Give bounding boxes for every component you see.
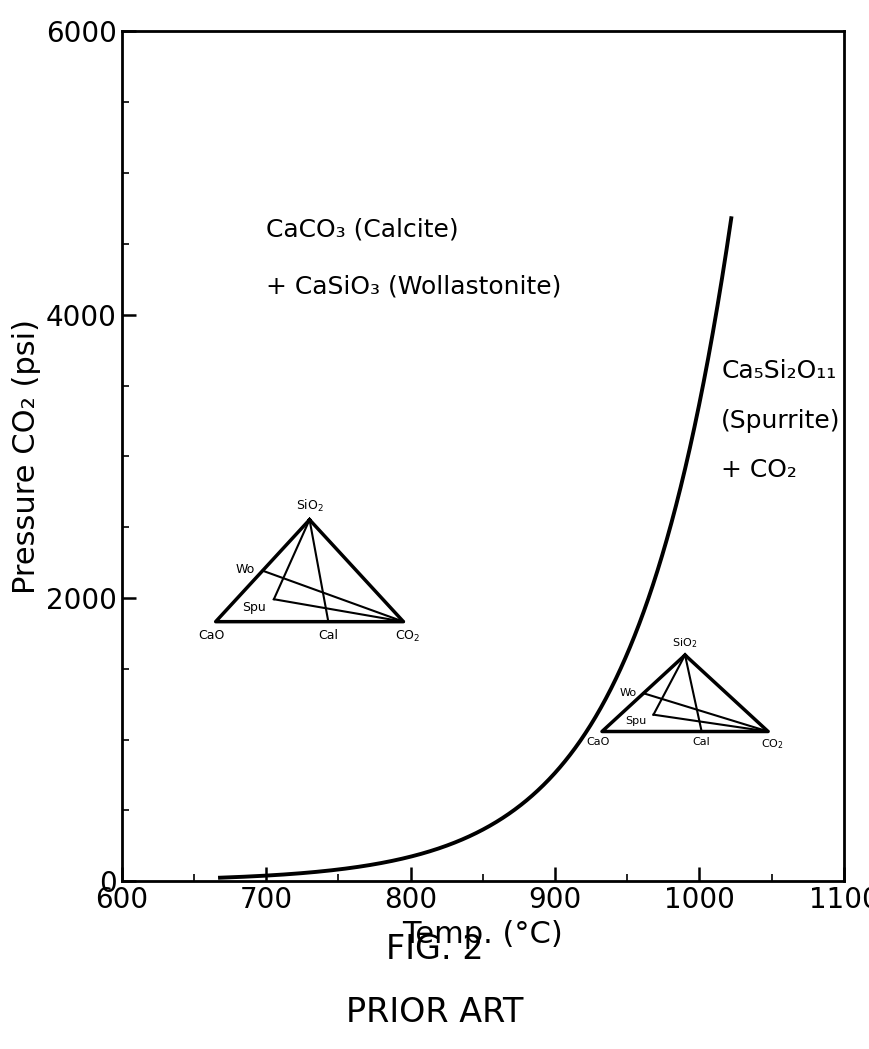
Text: Spu: Spu bbox=[625, 716, 646, 726]
Text: PRIOR ART: PRIOR ART bbox=[346, 996, 523, 1029]
Text: CaO: CaO bbox=[586, 736, 609, 747]
Text: (Spurrite): (Spurrite) bbox=[720, 409, 839, 433]
Text: + CaSiO₃ (Wollastonite): + CaSiO₃ (Wollastonite) bbox=[266, 275, 561, 298]
Text: Wo: Wo bbox=[619, 687, 636, 698]
Text: Wo: Wo bbox=[235, 563, 255, 576]
Text: Ca₅Si₂O₁₁: Ca₅Si₂O₁₁ bbox=[720, 360, 835, 383]
Text: CaCO₃ (Calcite): CaCO₃ (Calcite) bbox=[266, 218, 458, 241]
Text: Cal: Cal bbox=[318, 628, 338, 642]
Text: + CO₂: + CO₂ bbox=[720, 458, 796, 483]
Text: CO$_2$: CO$_2$ bbox=[760, 736, 783, 751]
Text: CO$_2$: CO$_2$ bbox=[395, 628, 421, 644]
X-axis label: Temp. (°C): Temp. (°C) bbox=[402, 920, 562, 948]
Text: CaO: CaO bbox=[197, 628, 224, 642]
Text: SiO$_2$: SiO$_2$ bbox=[295, 497, 323, 514]
Text: Spu: Spu bbox=[242, 601, 266, 615]
Text: FIG. 2: FIG. 2 bbox=[386, 933, 483, 966]
Y-axis label: Pressure CO₂ (psi): Pressure CO₂ (psi) bbox=[11, 319, 41, 594]
Text: Cal: Cal bbox=[692, 736, 710, 747]
Text: SiO$_2$: SiO$_2$ bbox=[672, 637, 697, 650]
